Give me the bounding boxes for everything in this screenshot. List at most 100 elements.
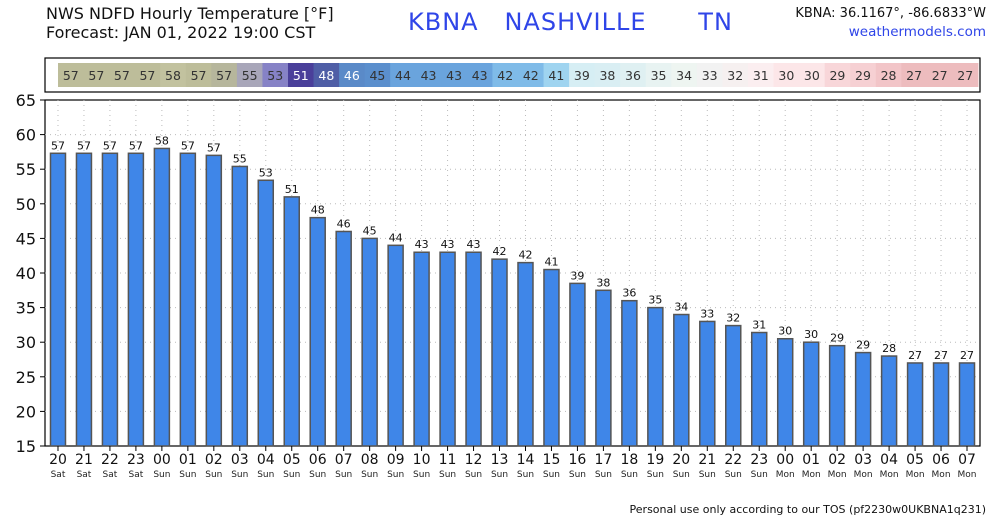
x-tick-label-hour: 13 (491, 452, 509, 468)
bar-value-label: 58 (155, 134, 169, 147)
x-tick-label-day: Sun (231, 470, 248, 480)
bar-value-label: 41 (544, 256, 558, 269)
x-tick-label-day: Sun (465, 470, 482, 480)
temperature-bar (958, 362, 976, 447)
x-tick-label-hour: 19 (646, 452, 664, 468)
temperature-bar (101, 152, 119, 447)
x-tick-label-day: Sun (335, 470, 352, 480)
bar-value-label: 43 (415, 238, 429, 251)
x-tick-label-hour: 22 (101, 452, 119, 468)
temperature-bar (413, 251, 430, 447)
temp-strip-cell (543, 63, 570, 87)
temp-strip-label: 29 (829, 68, 845, 83)
temp-strip-cell (160, 63, 187, 87)
x-tick-label-day: Mon (828, 470, 847, 480)
bar-value-label: 48 (311, 204, 325, 217)
x-tick-label-day: Sun (751, 470, 768, 480)
x-tick-label-day: Sun (725, 470, 742, 480)
x-tick-label-day: Sun (205, 470, 222, 480)
temperature-bar (283, 196, 300, 447)
bar-value-label: 27 (934, 349, 948, 362)
x-tick-label-hour: 03 (231, 452, 249, 468)
temp-strip-label: 34 (676, 68, 692, 83)
temp-strip-cell (313, 63, 340, 87)
temp-strip-cell (620, 63, 647, 87)
temperature-bar (725, 324, 742, 447)
x-tick-label-hour: 04 (257, 452, 275, 468)
temp-strip-label: 36 (625, 68, 641, 83)
x-tick-label-hour: 15 (543, 452, 561, 468)
bar-value-label: 55 (233, 152, 247, 165)
x-tick-label-day: Sun (569, 470, 586, 480)
temperature-bar (854, 351, 872, 447)
x-tick-label-hour: 21 (698, 452, 716, 468)
tos-notice: Personal use only according to our TOS (… (629, 503, 986, 516)
temp-strip-cell (773, 63, 800, 87)
temp-strip-cell (185, 63, 212, 87)
y-tick-label: 25 (16, 368, 36, 387)
bar-value-label: 57 (77, 139, 91, 152)
temp-strip-label: 29 (855, 68, 871, 83)
bar-value-label: 35 (648, 294, 662, 307)
temp-strip-cell (415, 63, 442, 87)
y-tick-label: 45 (16, 229, 36, 248)
temp-strip-cell (518, 63, 544, 87)
bar-value-label: 57 (181, 139, 195, 152)
bar-value-label: 46 (337, 217, 351, 230)
title-line-1: NWS NDFD Hourly Temperature [°F] (46, 4, 334, 23)
temp-strip-cell (901, 63, 928, 87)
temperature-bar (750, 331, 768, 447)
temp-strip-label: 57 (139, 68, 155, 83)
x-tick-label-day: Sun (439, 470, 456, 480)
x-tick-label-hour: 00 (153, 452, 171, 468)
temp-strip-cell (696, 63, 723, 87)
x-tick-label-hour: 01 (179, 452, 197, 468)
temp-strip-cell (569, 63, 596, 87)
temperature-bar (595, 289, 612, 447)
y-tick-label: 40 (16, 264, 36, 283)
website-link[interactable]: weathermodels.com (848, 24, 986, 40)
x-tick-label-hour: 21 (75, 452, 93, 468)
x-tick-label-day: Mon (932, 470, 951, 480)
temperature-bar (439, 251, 456, 447)
x-tick-label-day: Sun (621, 470, 638, 480)
temp-strip-cell (875, 63, 902, 87)
temperature-bar (205, 154, 223, 447)
temperature-bar (932, 362, 950, 447)
x-tick-label-day: Sun (517, 470, 534, 480)
x-tick-label-day: Sun (387, 470, 404, 480)
station-label: KBNA NASHVILLE TN (408, 8, 733, 36)
temp-strip-cell (799, 63, 826, 87)
temp-strip-cell (466, 63, 493, 87)
bar-value-label: 36 (622, 287, 636, 300)
temp-strip-label: 44 (395, 68, 411, 83)
temp-strip-cell (339, 63, 366, 87)
temperature-bar (179, 152, 197, 447)
temperature-bar (257, 179, 275, 447)
y-tick-label: 50 (16, 195, 36, 214)
temperature-bar (231, 165, 249, 447)
x-tick-label-hour: 08 (361, 452, 379, 468)
temp-strip-label: 51 (293, 68, 309, 83)
temp-strip-label: 58 (165, 68, 181, 83)
bar-value-label: 34 (674, 301, 688, 314)
bar-value-label: 45 (363, 224, 377, 237)
temp-strip-label: 41 (548, 68, 564, 83)
x-tick-label-day: Mon (854, 470, 873, 480)
x-tick-label-hour: 23 (127, 452, 145, 468)
temp-strip-label: 27 (957, 68, 973, 83)
temp-strip-cell (824, 63, 851, 87)
x-tick-label-day: Sun (361, 470, 378, 480)
temperature-bar (828, 344, 846, 447)
temp-strip-cell (722, 63, 749, 87)
temp-strip-label: 57 (114, 68, 130, 83)
x-tick-label-day: Sat (103, 470, 118, 480)
temperature-bar (543, 268, 560, 447)
x-tick-label-day: Mon (880, 470, 899, 480)
temp-strip-label: 42 (523, 68, 539, 83)
temp-strip-cell (441, 63, 468, 87)
x-tick-label-hour: 17 (594, 452, 612, 468)
x-tick-label-hour: 02 (205, 452, 223, 468)
x-tick-label-day: Sun (647, 470, 664, 480)
